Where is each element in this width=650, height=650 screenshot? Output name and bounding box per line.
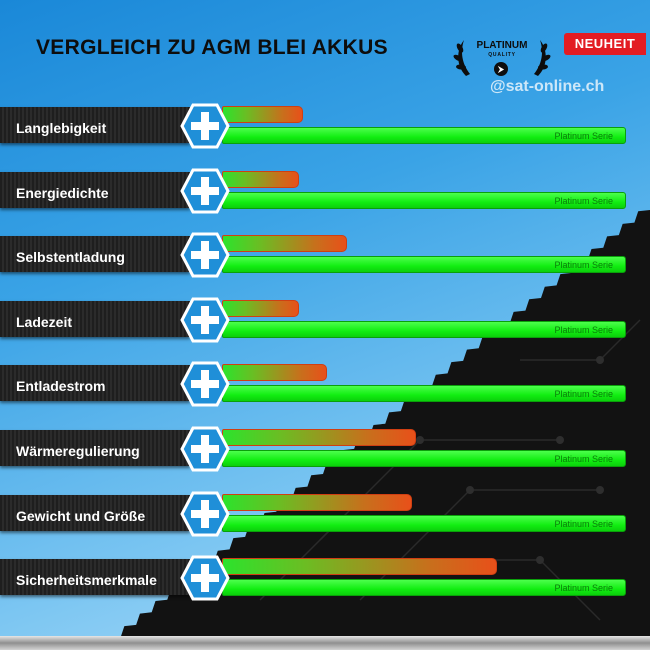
comparison-row: Sicherheitsmerkmale Platinum Serie xyxy=(0,555,650,615)
neuheit-badge: NEUHEIT xyxy=(564,33,646,55)
platinum-bar: Platinum Serie xyxy=(222,256,626,274)
category-label: Selbstentladung xyxy=(16,249,125,266)
category-label: Gewicht und Größe xyxy=(16,507,146,524)
chart-title: VERGLEICH ZU AGM BLEI AKKUS xyxy=(36,36,388,59)
plus-hexagon-icon xyxy=(180,491,230,537)
agm-bar xyxy=(222,429,416,446)
plus-hexagon-icon xyxy=(180,297,230,343)
laurel-icon xyxy=(453,40,551,76)
category-label: Langlebigkeit xyxy=(16,120,107,136)
platinum-quality-seal: PLATINUM QUALITY ⮞ xyxy=(452,36,552,82)
bottom-metal-strip xyxy=(0,636,650,650)
comparison-row: Entladestrom Platinum Serie xyxy=(0,361,650,421)
quality-title: PLATINUM xyxy=(476,40,528,51)
category-label: Energiedichte xyxy=(16,184,109,201)
plus-hexagon-icon xyxy=(180,103,230,149)
platinum-bar: Platinum Serie xyxy=(222,579,626,597)
category-label-bar: Ladezeit xyxy=(0,300,190,337)
platinum-bar: Platinum Serie xyxy=(222,127,626,144)
comparison-row: Wärmeregulierung Platinum Serie xyxy=(0,426,650,486)
agm-bar xyxy=(222,106,303,123)
category-label-bar: Gewicht und Größe xyxy=(0,494,190,531)
arrow-icon: ⮞ xyxy=(494,62,508,76)
category-label-bar: Entladestrom xyxy=(0,365,190,402)
platinum-bar: Platinum Serie xyxy=(222,191,626,209)
plus-hexagon-icon xyxy=(180,361,230,407)
series-label: Platinum Serie xyxy=(554,260,613,271)
series-label: Platinum Serie xyxy=(554,131,613,141)
series-label: Platinum Serie xyxy=(554,389,613,400)
series-label: Platinum Serie xyxy=(554,324,613,335)
category-label-bar: Energiedichte xyxy=(0,171,190,208)
agm-bar xyxy=(222,364,328,382)
series-label: Platinum Serie xyxy=(554,195,613,206)
agm-bar xyxy=(222,235,348,253)
plus-hexagon-icon xyxy=(180,426,230,472)
quality-subtitle: QUALITY xyxy=(488,52,516,58)
platinum-bar: Platinum Serie xyxy=(222,320,626,338)
plus-hexagon-icon xyxy=(180,232,230,278)
category-label-bar: Selbstentladung xyxy=(0,236,190,273)
comparison-row: Selbstentladung Platinum Serie xyxy=(0,232,650,292)
watermark: @sat-online.ch xyxy=(490,78,605,95)
series-label: Platinum Serie xyxy=(554,583,613,594)
plus-hexagon-icon xyxy=(180,555,230,601)
category-label: Wärmeregulierung xyxy=(16,443,140,459)
category-label-bar: Wärmeregulierung xyxy=(0,430,190,466)
agm-bar xyxy=(222,493,412,511)
comparison-row: Ladezeit Platinum Serie xyxy=(0,297,650,357)
comparison-row: Energiedichte Platinum Serie xyxy=(0,168,650,228)
series-label: Platinum Serie xyxy=(554,454,613,464)
category-label-bar: Sicherheitsmerkmale xyxy=(0,559,190,596)
category-label-bar: Langlebigkeit xyxy=(0,107,190,143)
comparison-row: Langlebigkeit Platinum Serie xyxy=(0,103,650,163)
category-label: Entladestrom xyxy=(16,378,106,395)
platinum-bar: Platinum Serie xyxy=(222,514,626,532)
comparison-row: Gewicht und Größe Platinum Serie xyxy=(0,491,650,551)
agm-bar xyxy=(222,170,299,188)
plus-hexagon-icon xyxy=(180,168,230,214)
platinum-bar: Platinum Serie xyxy=(222,450,626,467)
category-label: Sicherheitsmerkmale xyxy=(16,572,157,589)
category-label: Ladezeit xyxy=(16,313,73,330)
agm-bar xyxy=(222,299,299,317)
series-label: Platinum Serie xyxy=(554,518,613,529)
agm-bar xyxy=(222,558,497,576)
platinum-bar: Platinum Serie xyxy=(222,385,626,403)
